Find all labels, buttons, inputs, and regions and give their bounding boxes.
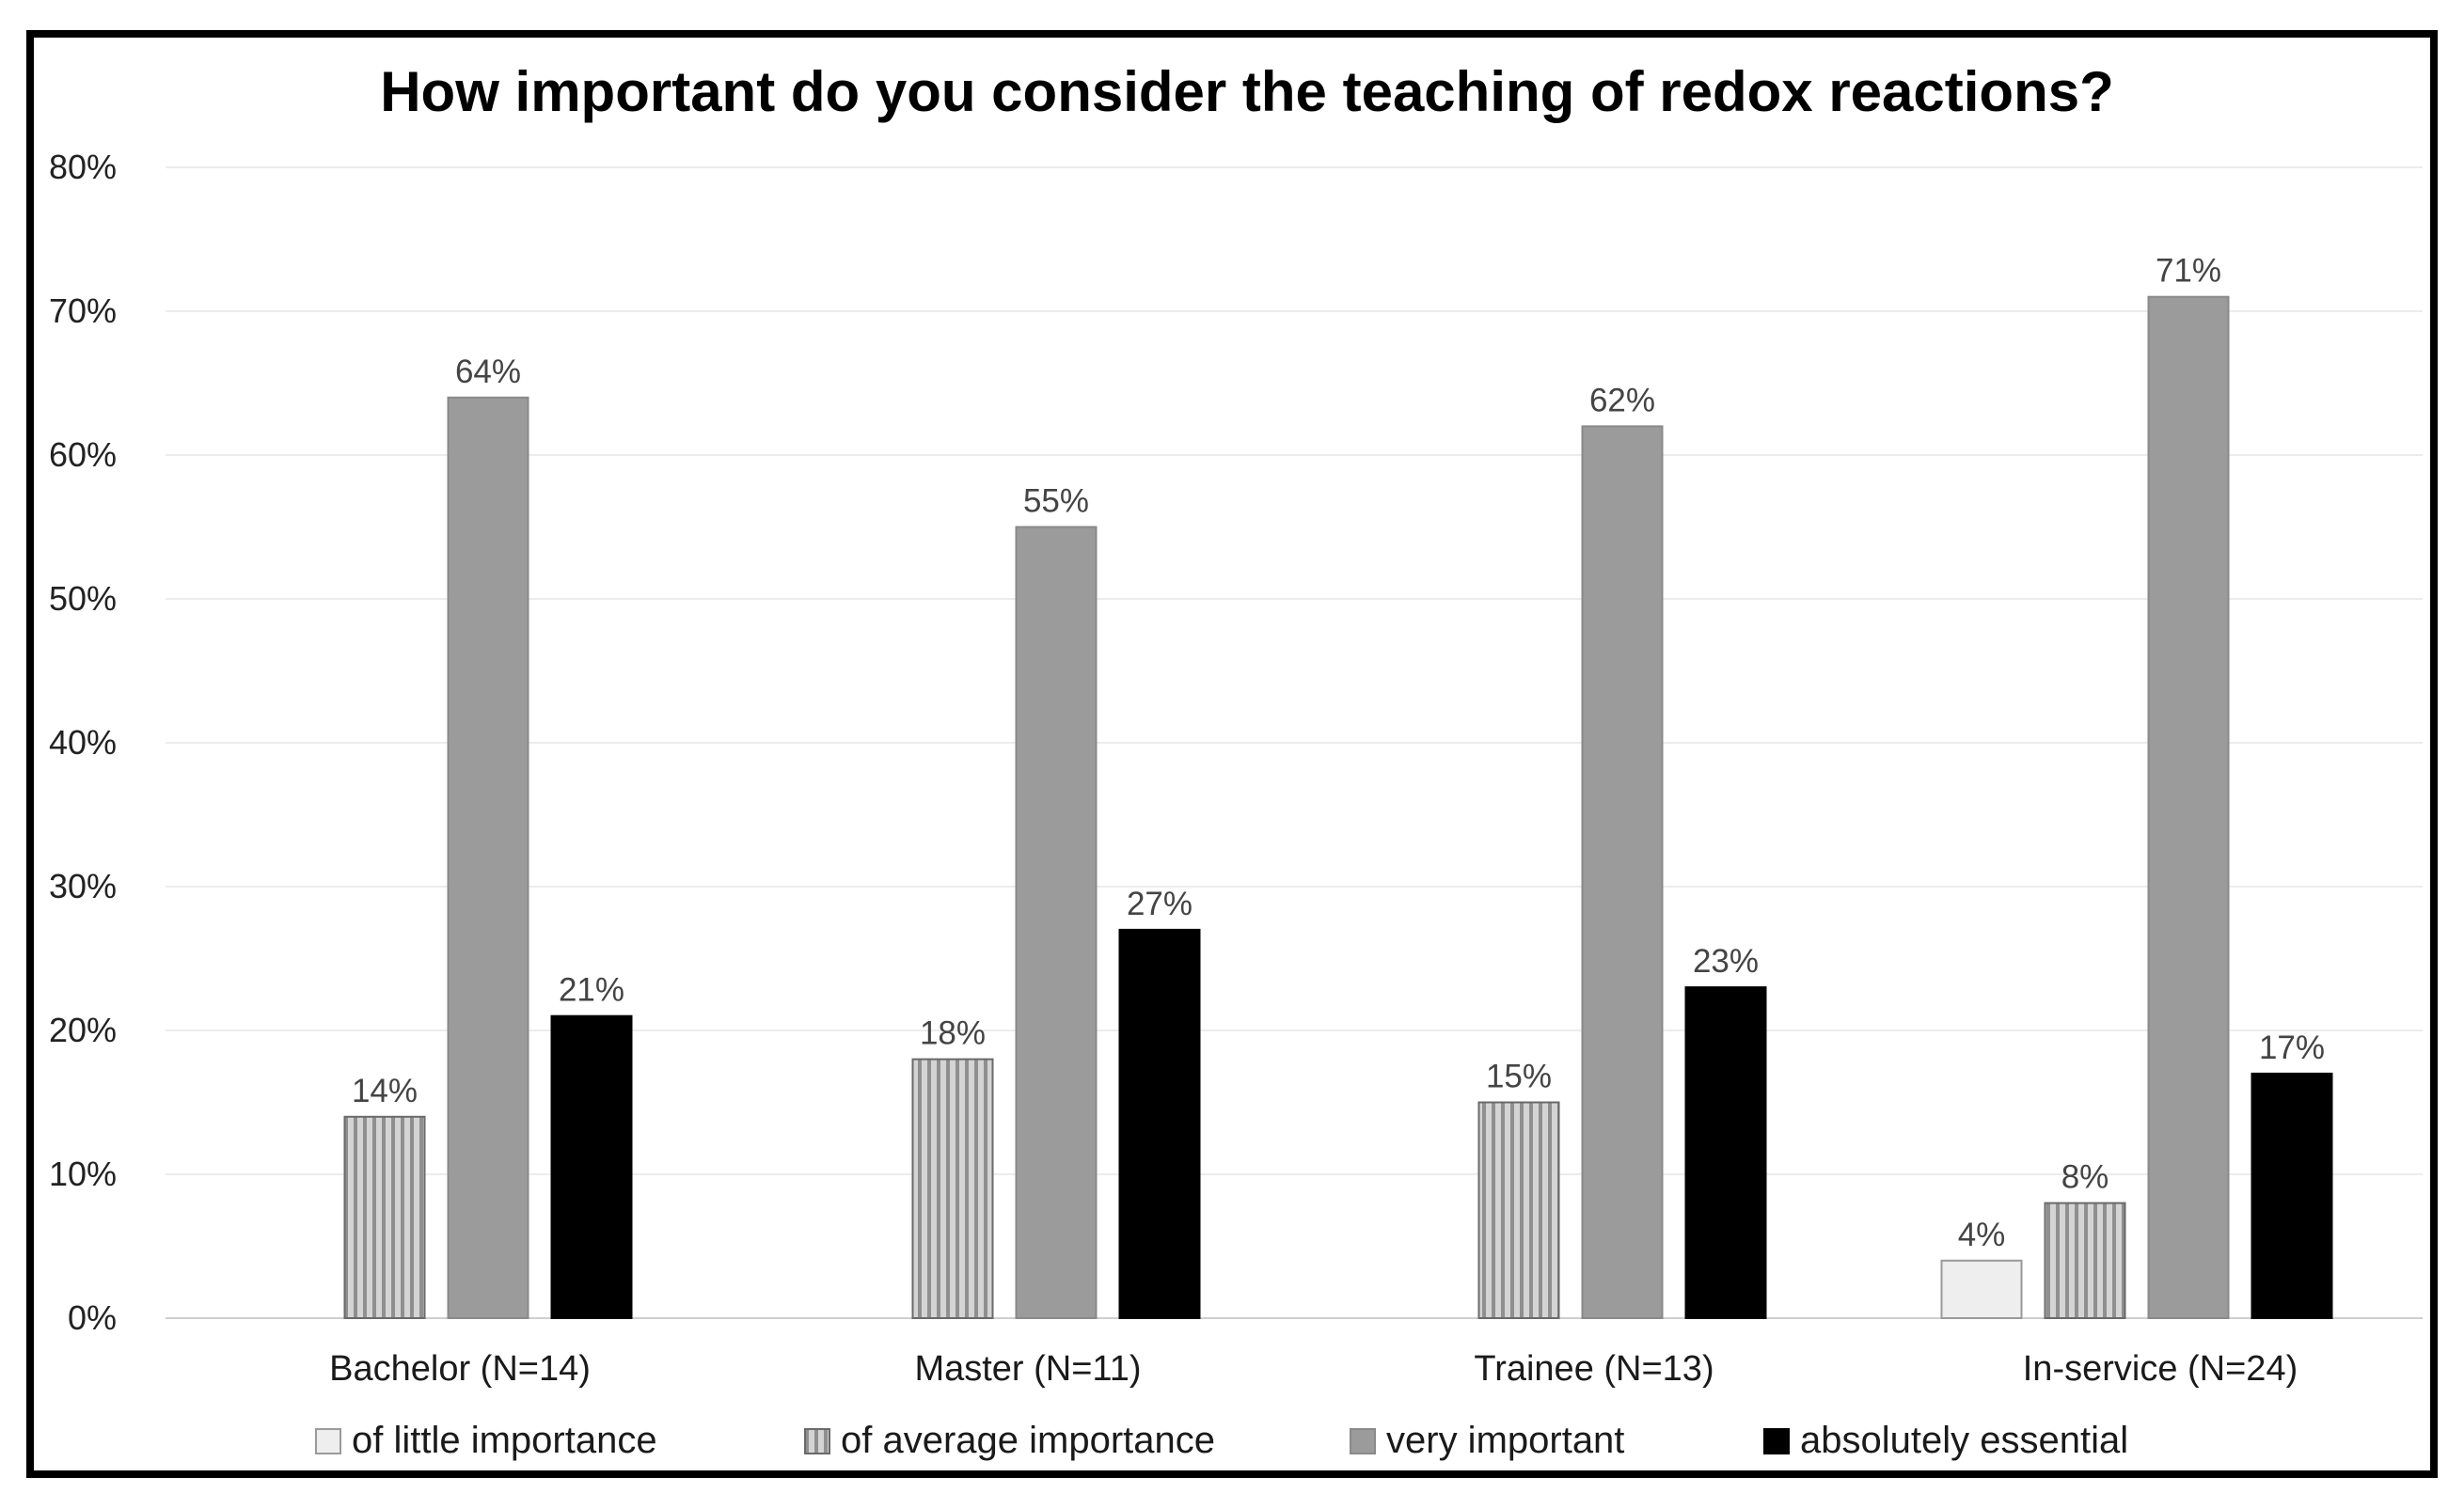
x-tick-label: Bachelor (N=14) (329, 1349, 591, 1389)
chart-title: How important do you consider the teachi… (380, 60, 2114, 123)
legend-swatch (315, 1428, 341, 1454)
legend-item-label: of little importance (352, 1420, 657, 1461)
data-label: 64% (455, 354, 521, 390)
y-tick-label: 20% (49, 1011, 117, 1049)
chart-svg: How important do you consider the teachi… (49, 60, 2423, 1461)
data-label: 4% (1958, 1217, 2006, 1253)
bar-absolutely-essential-1 (1118, 928, 1201, 1320)
y-tick-label: 30% (49, 867, 117, 905)
data-label: 14% (352, 1073, 418, 1109)
data-label: 17% (2259, 1030, 2325, 1066)
y-tick-label: 60% (49, 435, 117, 474)
value-labels-layer: 4% 14% 18% 15% 8% 64% 55% 62% 71% 21% 27% 23% 17% (352, 253, 2325, 1253)
bar-absolutely-essential-0 (550, 1014, 633, 1319)
data-label: 8% (2061, 1159, 2109, 1196)
data-label: 71% (2156, 253, 2221, 290)
y-tick-label: 10% (49, 1155, 117, 1193)
bars-layer (343, 295, 2333, 1320)
legend-swatch (1763, 1428, 1790, 1454)
y-tick-label: 40% (49, 723, 117, 762)
chart-frame: How important do you consider the teachi… (26, 30, 2438, 1478)
bar-of-little-importance-3 (1940, 1259, 2023, 1320)
y-axis: 0% 10% 20% 30% 40% 50% 60% 70% 80% (49, 148, 117, 1337)
legend-item-label: absolutely essential (1800, 1420, 2128, 1461)
bar-of-average-importance-2 (1477, 1101, 1560, 1319)
bar-very-important-3 (2147, 295, 2230, 1320)
y-tick-label: 70% (49, 291, 117, 330)
x-tick-label: In-service (N=24) (2023, 1349, 2298, 1389)
y-tick-label: 50% (49, 579, 117, 618)
bar-very-important-2 (1581, 425, 1664, 1319)
data-label: 18% (920, 1015, 986, 1052)
y-tick-label: 0% (68, 1298, 117, 1337)
y-tick-label: 80% (49, 148, 117, 186)
legend-swatch (804, 1428, 830, 1454)
x-axis: Bachelor (N=14) Master (N=11) Trainee (N=1… (329, 1349, 2298, 1389)
data-label: 62% (1589, 382, 1655, 418)
legend-swatch (1350, 1428, 1376, 1454)
data-label: 23% (1693, 943, 1759, 980)
bar-of-average-importance-3 (2044, 1202, 2126, 1319)
bar-very-important-0 (447, 396, 529, 1319)
grid-layer (166, 166, 2423, 1319)
data-label: 55% (1023, 483, 1089, 520)
data-label: 15% (1486, 1059, 1552, 1095)
bar-of-average-importance-0 (343, 1115, 426, 1320)
bar-absolutely-essential-3 (2251, 1072, 2333, 1320)
x-tick-label: Trainee (N=13) (1474, 1349, 1714, 1389)
bar-very-important-1 (1015, 526, 1098, 1319)
data-label: 27% (1127, 886, 1193, 922)
bar-of-average-importance-1 (911, 1058, 994, 1319)
legend: of little importance of average importanc… (315, 1420, 2128, 1461)
data-label: 21% (559, 972, 624, 1009)
x-tick-label: Master (N=11) (914, 1349, 1141, 1389)
legend-item-label: very important (1386, 1420, 1624, 1461)
bar-absolutely-essential-2 (1684, 986, 1767, 1319)
legend-item-label: of average importance (841, 1420, 1215, 1461)
